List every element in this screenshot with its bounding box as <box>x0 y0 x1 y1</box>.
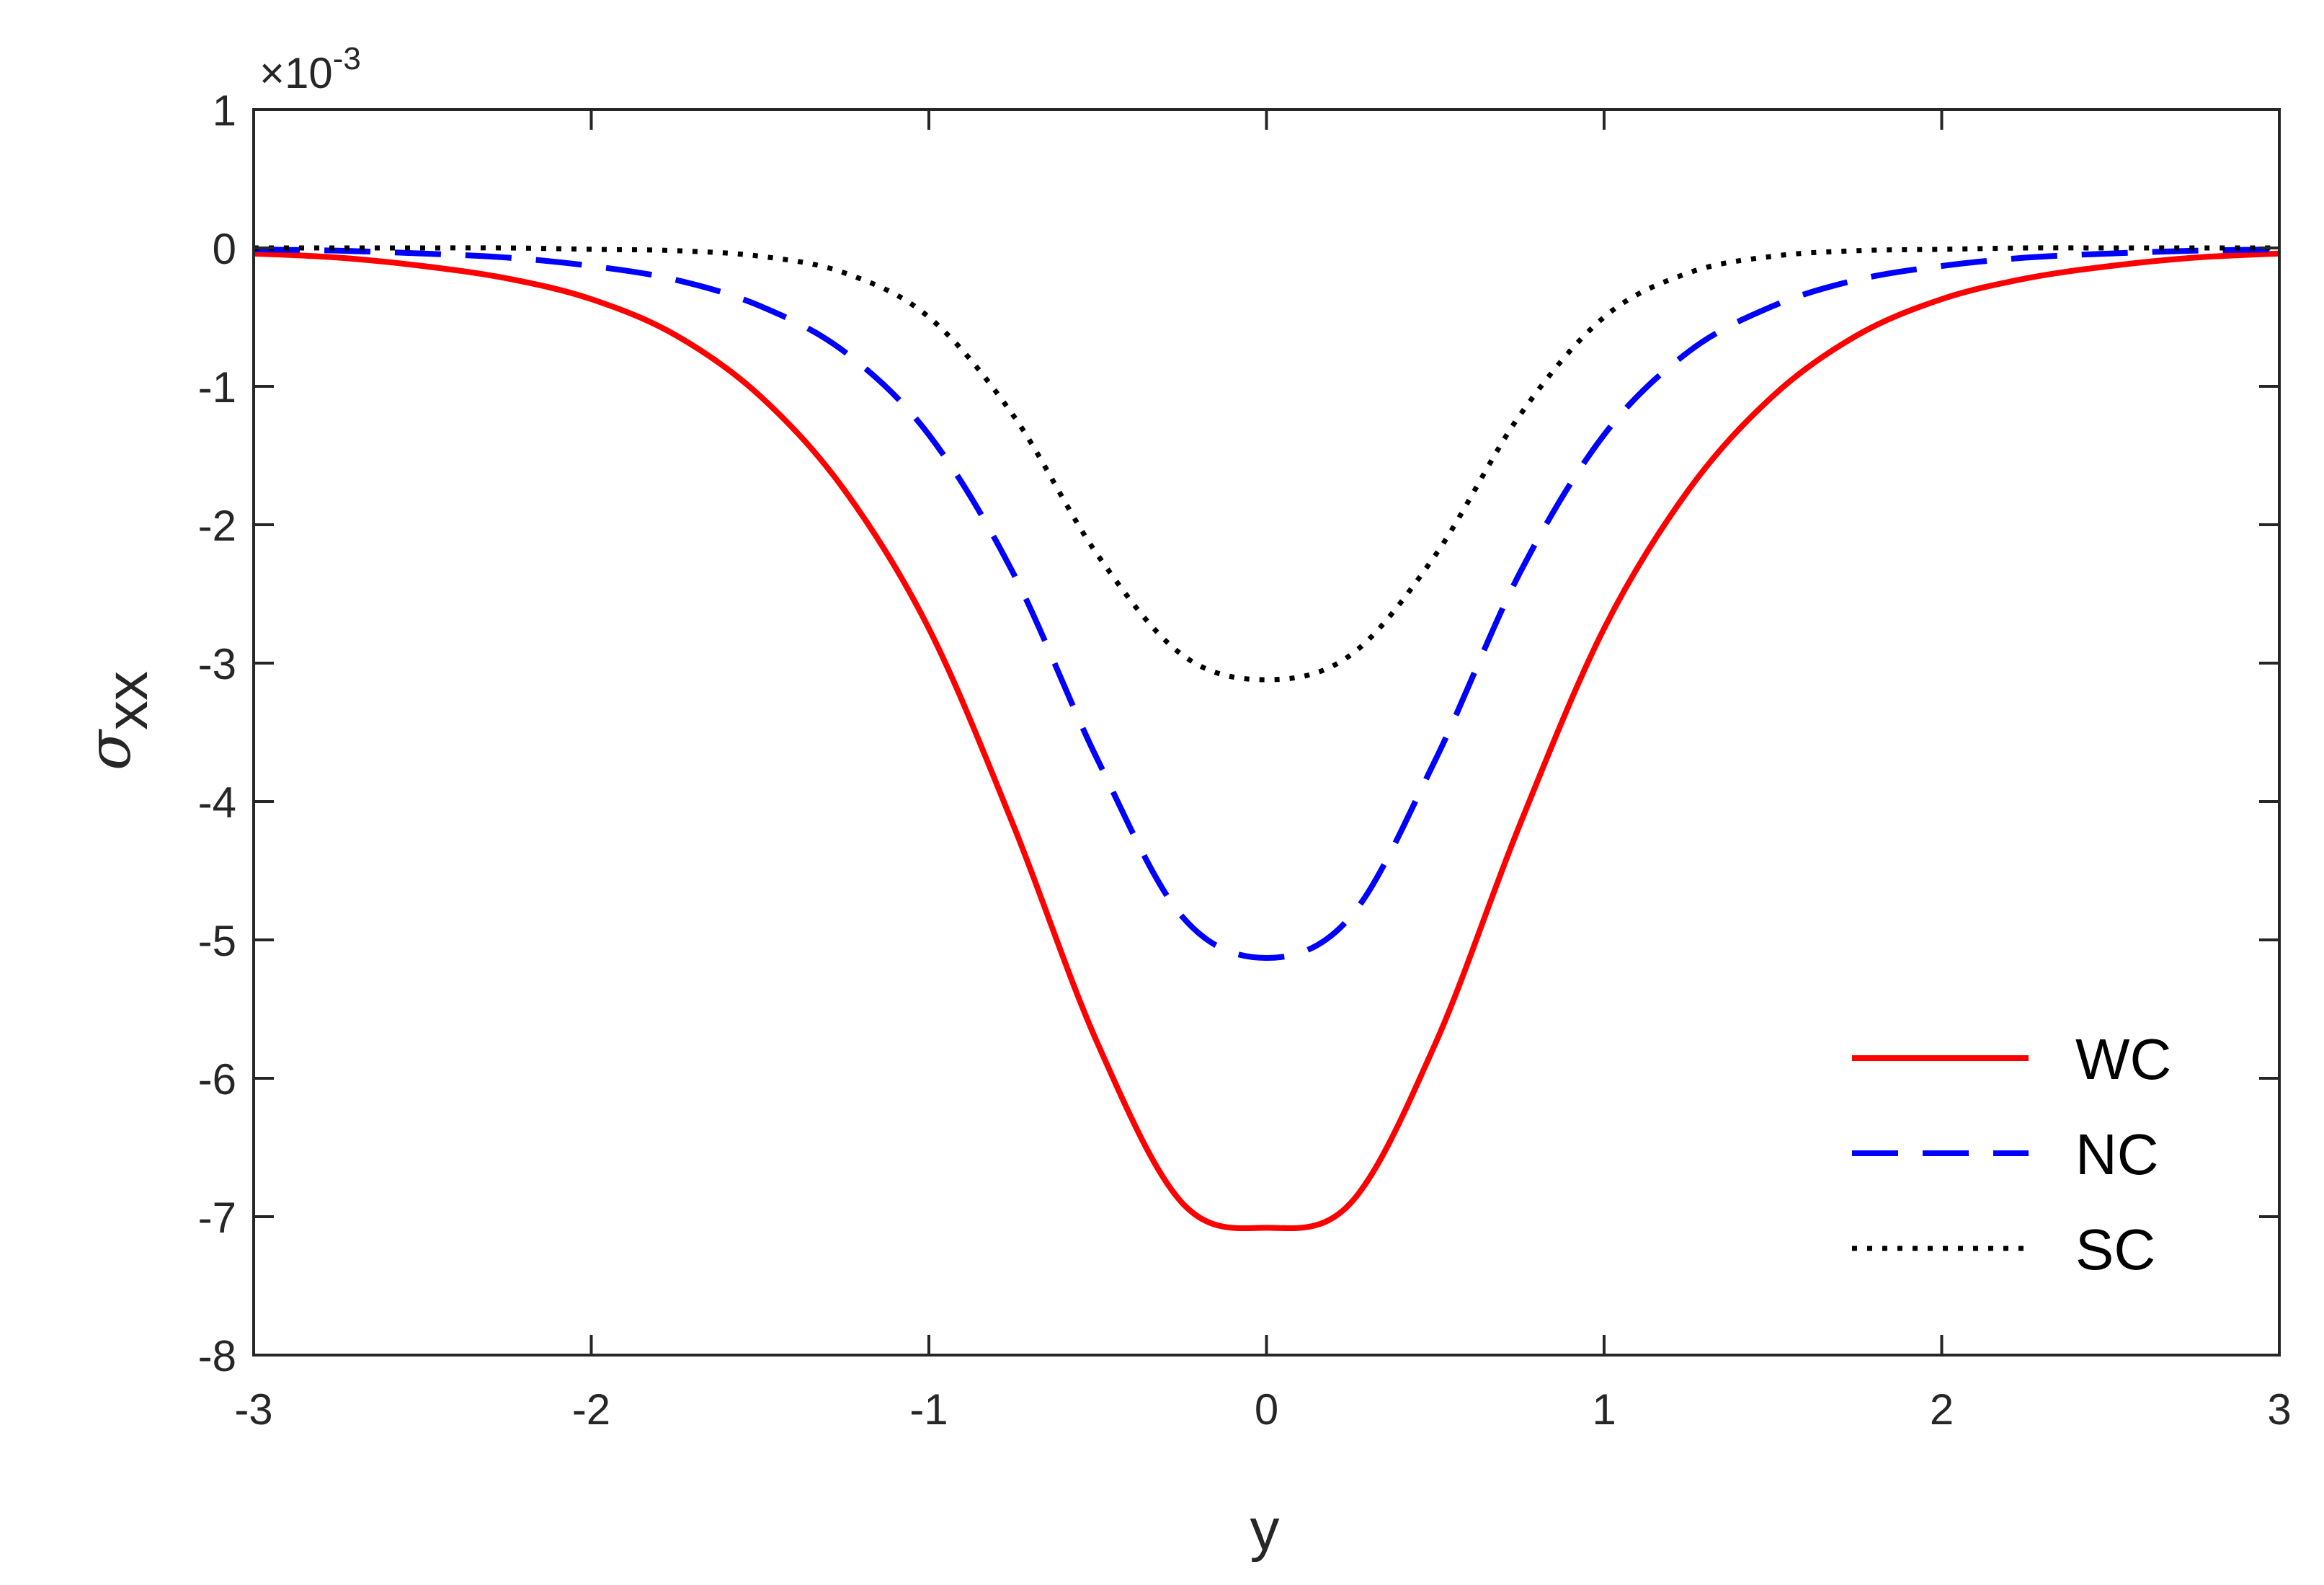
y-tick-label: -2 <box>198 502 236 550</box>
y-axis-title-symbol: σ <box>76 729 144 771</box>
x-tick-label: -1 <box>909 1385 948 1434</box>
x-tick-label: 0 <box>1255 1385 1278 1434</box>
y-tick-label: -1 <box>198 363 236 412</box>
y-tick-label: -5 <box>198 917 236 965</box>
series-line-wc <box>253 250 2280 1231</box>
legend-label-nc: NC <box>2075 1122 2159 1186</box>
series-layer <box>253 245 2280 1231</box>
y-tick-label: -8 <box>198 1332 236 1380</box>
legend-label-sc: SC <box>2075 1217 2155 1282</box>
x-tick-label: 2 <box>1930 1385 1954 1434</box>
legend: WC NC SC <box>1852 1027 2171 1282</box>
y-axis-multiplier: ×10-3 <box>259 41 361 97</box>
labels-layer: -3 -2 -1 0 1 2 3 1 0 -1 -2 -3 -4 -5 -6 -7 -8 <box>198 86 2292 1434</box>
legend-label-wc: WC <box>2075 1027 2171 1091</box>
x-tick-label: 1 <box>1592 1385 1616 1434</box>
series-line-sc <box>253 245 2279 683</box>
y-tick-label: -3 <box>198 640 236 688</box>
x-axis-title: y <box>1250 1497 1280 1563</box>
y-tick-label: 0 <box>213 225 236 273</box>
x-tick-label: -2 <box>572 1385 610 1434</box>
x-tick-label: -3 <box>234 1385 272 1434</box>
y-axis-multiplier-exponent: -3 <box>333 41 361 76</box>
y-axis-multiplier-base: ×10 <box>259 49 333 97</box>
series-line-nc <box>253 246 2280 962</box>
y-tick-label: -7 <box>198 1194 236 1242</box>
ticks-layer <box>252 108 2281 1357</box>
y-axis-title-subscript: xx <box>94 671 160 730</box>
y-tick-label: 1 <box>213 86 236 135</box>
x-tick-label: 3 <box>2267 1385 2291 1434</box>
y-tick-label: -4 <box>198 778 236 827</box>
y-axis-title: σxx <box>76 671 160 771</box>
y-tick-label: -6 <box>198 1055 236 1104</box>
